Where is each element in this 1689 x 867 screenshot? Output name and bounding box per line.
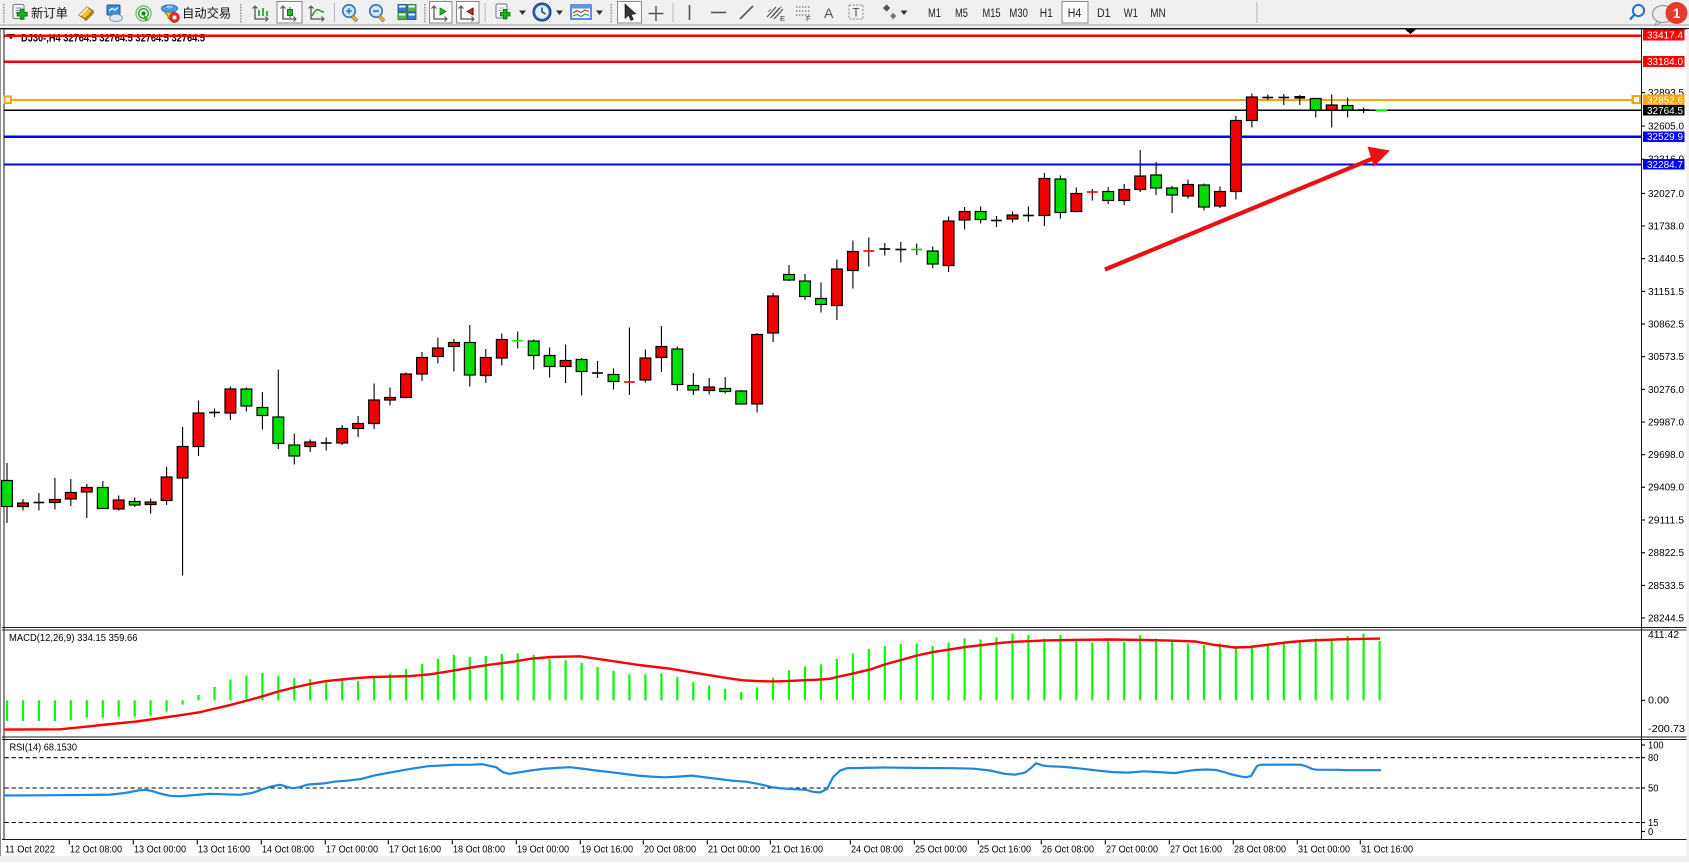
svg-text:30573.5: 30573.5 (1648, 352, 1684, 363)
svg-text:30276.0: 30276.0 (1648, 385, 1684, 396)
svg-text:32764.5: 32764.5 (1647, 106, 1683, 117)
svg-text:31 Oct 00:00: 31 Oct 00:00 (1298, 844, 1350, 855)
svg-text:MACD(12,26,9) 334.15 359.66: MACD(12,26,9) 334.15 359.66 (9, 633, 138, 644)
svg-text:26 Oct 08:00: 26 Oct 08:00 (1042, 844, 1094, 855)
svg-text:33184.0: 33184.0 (1647, 57, 1683, 68)
svg-text:11 Oct 2022: 11 Oct 2022 (5, 844, 55, 855)
svg-text:M1: M1 (928, 8, 941, 20)
svg-text:MN: MN (1150, 8, 1166, 20)
svg-text:D1: D1 (1097, 8, 1111, 20)
svg-text:21 Oct 00:00: 21 Oct 00:00 (708, 844, 760, 855)
svg-text:M15: M15 (983, 8, 1001, 20)
svg-text:H4: H4 (1068, 8, 1082, 20)
svg-text:29111.5: 29111.5 (1648, 515, 1684, 526)
svg-text:13 Oct 16:00: 13 Oct 16:00 (198, 844, 250, 855)
svg-text:31151.5: 31151.5 (1648, 287, 1684, 298)
svg-text:28822.5: 28822.5 (1648, 548, 1684, 559)
svg-text:17 Oct 16:00: 17 Oct 16:00 (389, 844, 441, 855)
svg-text:T: T (853, 8, 860, 20)
svg-text:33417.4: 33417.4 (1647, 31, 1683, 42)
svg-text:21 Oct 16:00: 21 Oct 16:00 (771, 844, 823, 855)
svg-text:28244.5: 28244.5 (1648, 613, 1684, 624)
svg-text:32529.9: 32529.9 (1647, 132, 1683, 143)
svg-text:19 Oct 16:00: 19 Oct 16:00 (581, 844, 633, 855)
svg-text:30862.5: 30862.5 (1648, 319, 1684, 330)
svg-text:E: E (780, 14, 785, 23)
svg-text:50: 50 (1648, 783, 1659, 794)
svg-text:-200.73: -200.73 (1648, 724, 1685, 735)
svg-text:29698.0: 29698.0 (1648, 450, 1684, 461)
svg-text:14 Oct 08:00: 14 Oct 08:00 (262, 844, 314, 855)
svg-text:F: F (806, 14, 811, 23)
svg-text:31440.5: 31440.5 (1648, 254, 1684, 265)
svg-text:DJ30-,H4 32764.5 32764.5 3276: DJ30-,H4 32764.5 32764.5 32764.5 32764.5 (21, 32, 205, 44)
svg-text:32852.6: 32852.6 (1647, 95, 1683, 106)
svg-text:13 Oct 00:00: 13 Oct 00:00 (134, 844, 186, 855)
svg-text:H1: H1 (1040, 8, 1053, 20)
svg-text:0: 0 (1648, 827, 1654, 838)
svg-text:19 Oct 00:00: 19 Oct 00:00 (517, 844, 569, 855)
svg-text:25 Oct 00:00: 25 Oct 00:00 (915, 844, 967, 855)
svg-text:100: 100 (1648, 740, 1664, 751)
svg-text:A: A (824, 5, 834, 21)
svg-text:31 Oct 16:00: 31 Oct 16:00 (1361, 844, 1413, 855)
svg-text:27 Oct 00:00: 27 Oct 00:00 (1106, 844, 1158, 855)
svg-text:新订单: 新订单 (31, 6, 68, 21)
svg-text:17 Oct 00:00: 17 Oct 00:00 (326, 844, 378, 855)
svg-text:28533.5: 28533.5 (1648, 581, 1684, 592)
svg-text:27 Oct 16:00: 27 Oct 16:00 (1170, 844, 1222, 855)
svg-text:29409.0: 29409.0 (1648, 483, 1684, 494)
svg-text:31738.0: 31738.0 (1648, 221, 1684, 232)
svg-text:12 Oct 08:00: 12 Oct 08:00 (70, 844, 122, 855)
svg-text:32284.7: 32284.7 (1647, 160, 1683, 171)
svg-text:25 Oct 16:00: 25 Oct 16:00 (979, 844, 1031, 855)
svg-text:W1: W1 (1124, 8, 1138, 20)
svg-text:M30: M30 (1009, 8, 1028, 20)
svg-text:RSI(14) 68.1530: RSI(14) 68.1530 (10, 743, 78, 754)
svg-text:自动交易: 自动交易 (182, 6, 231, 21)
svg-text:0.00: 0.00 (1648, 696, 1669, 707)
svg-text:29987.0: 29987.0 (1648, 417, 1684, 428)
svg-text:32027.0: 32027.0 (1648, 189, 1684, 200)
svg-text:20 Oct 08:00: 20 Oct 08:00 (644, 844, 696, 855)
svg-text:32605.0: 32605.0 (1648, 121, 1684, 132)
svg-text:28 Oct 08:00: 28 Oct 08:00 (1234, 844, 1286, 855)
svg-text:411.42: 411.42 (1648, 630, 1679, 641)
svg-text:M5: M5 (955, 8, 968, 20)
svg-text:1: 1 (1673, 5, 1681, 21)
svg-text:18 Oct 08:00: 18 Oct 08:00 (453, 844, 505, 855)
svg-text:80: 80 (1648, 753, 1659, 764)
svg-text:24 Oct 08:00: 24 Oct 08:00 (851, 844, 903, 855)
